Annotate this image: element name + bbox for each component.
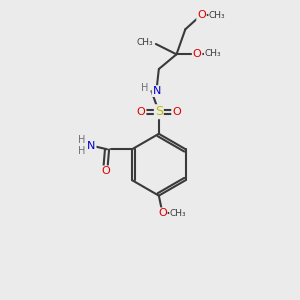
Text: O: O — [193, 49, 202, 59]
Text: CH₃: CH₃ — [170, 209, 186, 218]
Text: N: N — [153, 86, 161, 96]
Text: H: H — [141, 82, 149, 93]
Text: N: N — [87, 141, 96, 151]
Text: O: O — [137, 107, 146, 117]
Text: CH₃: CH₃ — [209, 11, 225, 20]
Text: CH₃: CH₃ — [137, 38, 154, 47]
Text: H: H — [78, 135, 85, 146]
Text: O: O — [158, 208, 167, 218]
Text: O: O — [101, 166, 110, 176]
Text: H: H — [78, 146, 85, 156]
Text: CH₃: CH₃ — [204, 49, 221, 58]
Text: S: S — [155, 105, 163, 118]
Text: O: O — [172, 107, 181, 117]
Text: O: O — [197, 11, 206, 20]
